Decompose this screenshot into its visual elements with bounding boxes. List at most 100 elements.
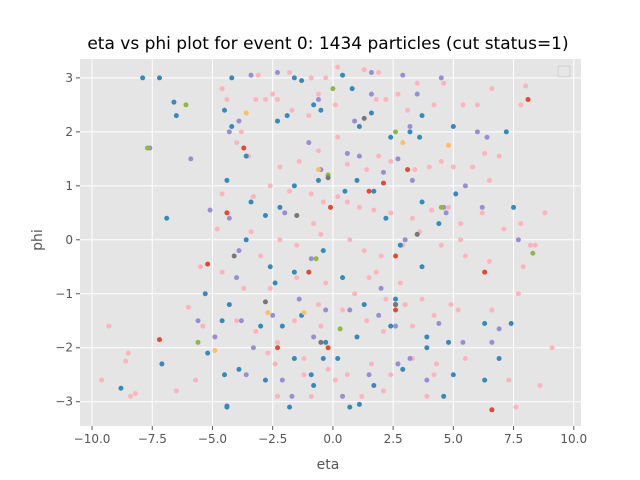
data-point	[397, 280, 403, 286]
data-point	[207, 207, 213, 213]
x-tick-label: −5.0	[198, 432, 227, 446]
data-point	[395, 361, 401, 367]
data-point	[458, 237, 464, 243]
data-point	[243, 372, 249, 378]
data-point	[289, 107, 295, 113]
data-point	[328, 204, 333, 210]
data-point	[380, 388, 386, 394]
data-point	[486, 177, 492, 183]
data-point	[219, 86, 225, 92]
data-point	[238, 129, 244, 135]
data-point	[380, 329, 386, 335]
data-point	[185, 304, 191, 310]
plot-area	[80, 59, 581, 426]
data-point	[527, 242, 533, 248]
y-tick-label: 3	[65, 71, 73, 85]
data-point	[306, 140, 312, 146]
data-point	[243, 110, 249, 116]
data-point	[253, 96, 259, 102]
data-point	[234, 275, 240, 281]
data-point	[431, 372, 437, 378]
data-point	[405, 167, 411, 173]
data-points	[99, 64, 555, 413]
data-point	[489, 407, 495, 413]
data-point	[262, 213, 268, 219]
data-point	[486, 258, 492, 264]
data-point	[393, 253, 399, 259]
data-point	[388, 372, 394, 378]
data-point	[219, 269, 225, 275]
data-point	[340, 307, 346, 313]
data-point	[241, 285, 247, 291]
data-point	[262, 299, 268, 305]
data-point	[414, 80, 420, 86]
data-point	[380, 169, 386, 175]
data-point	[315, 96, 321, 102]
data-point	[347, 404, 353, 410]
data-point	[344, 372, 350, 378]
data-point	[282, 210, 288, 216]
data-point	[106, 323, 112, 329]
data-point	[373, 96, 379, 102]
data-point	[356, 153, 362, 159]
data-point	[373, 269, 379, 275]
data-point	[195, 339, 201, 345]
data-point	[436, 320, 442, 326]
data-point	[270, 312, 276, 318]
data-point	[368, 69, 374, 75]
data-point	[462, 356, 468, 362]
data-point	[270, 91, 276, 97]
data-point	[515, 291, 521, 297]
data-point	[388, 159, 394, 165]
data-point	[173, 388, 179, 394]
data-point	[291, 356, 297, 362]
data-point	[450, 123, 456, 129]
data-point	[412, 167, 418, 173]
data-point	[212, 347, 218, 353]
data-point	[409, 215, 415, 221]
data-point	[395, 91, 401, 97]
x-tick-label: −10.0	[74, 432, 111, 446]
data-point	[438, 159, 444, 165]
data-point	[429, 207, 435, 213]
data-point	[193, 377, 199, 383]
data-point	[460, 102, 466, 108]
data-point	[156, 337, 162, 343]
data-point	[320, 199, 326, 205]
x-tick-label: 10.0	[560, 432, 587, 446]
data-point	[518, 102, 524, 108]
data-point	[340, 72, 346, 78]
data-point	[224, 96, 230, 102]
data-point	[272, 280, 278, 286]
data-point	[275, 345, 281, 351]
y-tick-label: −3	[55, 395, 73, 409]
data-point	[219, 318, 225, 324]
data-point	[431, 312, 437, 318]
y-axis-label: phi	[30, 229, 46, 251]
data-point	[431, 102, 437, 108]
data-point	[262, 377, 268, 383]
y-tick-label: 2	[65, 125, 73, 139]
y-tick-label: 1	[65, 179, 73, 193]
data-point	[306, 113, 312, 119]
data-point	[183, 102, 189, 108]
x-tick-label: −2.5	[258, 432, 287, 446]
data-point	[393, 307, 399, 313]
data-point	[419, 296, 425, 302]
data-point	[296, 159, 302, 165]
data-point	[226, 215, 232, 221]
data-point	[301, 310, 307, 316]
data-point	[383, 215, 389, 221]
data-point	[356, 123, 362, 129]
data-point	[222, 107, 228, 113]
data-point	[368, 110, 374, 116]
data-point	[496, 153, 502, 159]
data-point	[441, 393, 447, 399]
data-point	[243, 153, 249, 159]
data-point	[267, 285, 273, 291]
data-point	[159, 361, 165, 367]
data-point	[272, 361, 278, 367]
data-point	[479, 204, 485, 210]
data-point	[419, 113, 425, 119]
